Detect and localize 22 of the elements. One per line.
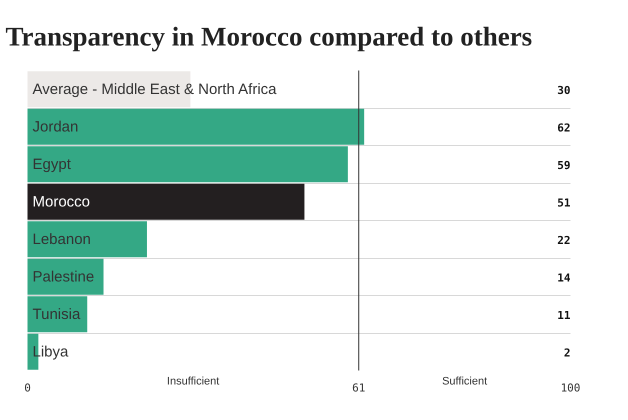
y-tick-label: Average - Middle East & North Africa: [32, 80, 278, 98]
x-tick-label: 0: [24, 382, 31, 394]
data-label: 14: [557, 271, 571, 284]
data-label: 22: [557, 234, 571, 247]
text: Insufficient: [166, 376, 220, 388]
data-label: 62: [557, 121, 571, 134]
bar: [28, 184, 304, 220]
data-label: 11: [557, 308, 571, 322]
y-tick-label: Lebanon: [32, 230, 91, 248]
data-label: 30: [557, 84, 571, 97]
data-label: 2: [564, 346, 570, 360]
text: Sufficient: [442, 376, 488, 388]
y-tick-label: Tunisia: [32, 306, 81, 323]
chart-title: Transparency in Morocco compared to others: [6, 22, 532, 52]
data-label: 51: [557, 196, 571, 210]
x-tick-label: 61: [352, 382, 366, 394]
y-tick-label: Egypt: [32, 156, 72, 173]
x-tick-label: 100: [560, 382, 580, 394]
y-tick-label: Palestine: [32, 268, 94, 286]
y-tick-label: Morocco: [32, 193, 90, 210]
data-label: 59: [557, 158, 571, 172]
y-tick-label: Jordan: [32, 118, 78, 136]
